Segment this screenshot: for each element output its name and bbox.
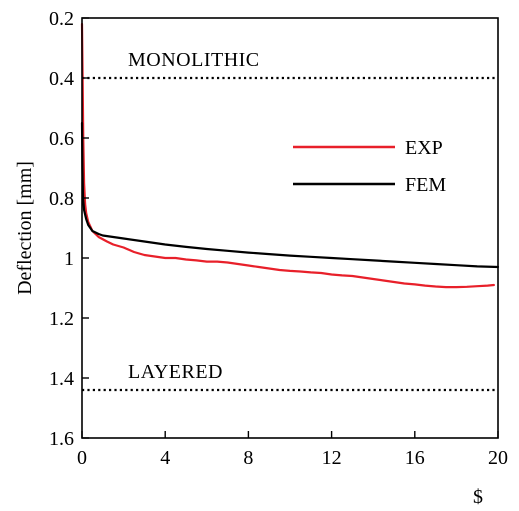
x-tick-label: 0 — [77, 447, 87, 469]
x-tick-label: 20 — [488, 447, 508, 469]
x-axis-label: $ — [473, 486, 483, 508]
x-tick-label: 16 — [405, 447, 425, 469]
y-tick-label: 0.4 — [49, 68, 74, 90]
legend-label-exp: EXP — [405, 137, 443, 159]
legend: EXP FEM — [293, 137, 446, 196]
reference-line-labels: MONOLITHIC LAYERED — [128, 49, 260, 383]
series-layer — [80, 22, 500, 289]
y-tick-label: 1.2 — [49, 308, 74, 330]
y-tick-label: 1.6 — [49, 428, 74, 450]
plot-frame — [81, 17, 499, 439]
x-tick-label: 4 — [160, 447, 170, 469]
tick-layer: 0 4 8 12 16 20 0.2 0.4 0.6 0.8 1 1.2 1.4 1.6 — [49, 8, 508, 469]
y-tick-label: 0.8 — [49, 188, 74, 210]
x-tick-label: 8 — [243, 447, 253, 469]
series-line-exp — [80, 22, 495, 289]
reference-label-monolithic: MONOLITHIC — [128, 49, 260, 71]
y-tick-label: 1 — [64, 248, 74, 270]
reference-label-layered: LAYERED — [128, 361, 223, 383]
y-axis-label: Deflection [mm] — [14, 161, 36, 295]
y-tick-label: 1.4 — [49, 368, 74, 390]
y-tick-label: 0.2 — [49, 8, 74, 30]
x-tick-label: 12 — [322, 447, 342, 469]
reference-lines — [82, 76, 498, 392]
series-line-fem — [80, 121, 500, 269]
legend-label-fem: FEM — [405, 174, 446, 196]
y-tick-label: 0.6 — [49, 128, 74, 150]
